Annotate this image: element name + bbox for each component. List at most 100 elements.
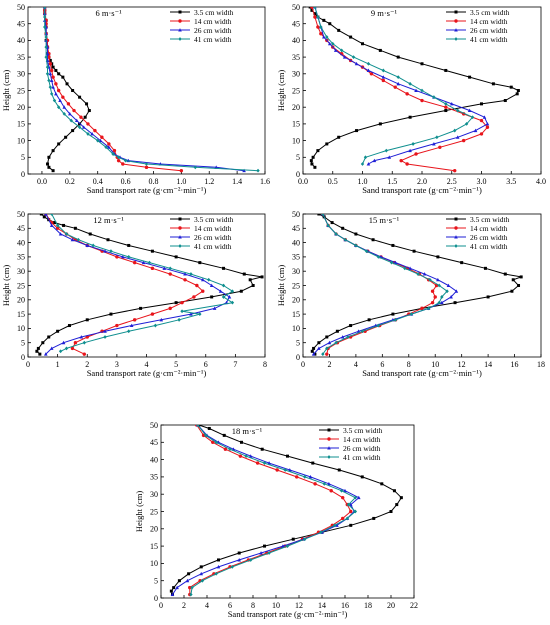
data-point (82, 352, 86, 356)
legend-label: 41 cm width (194, 242, 232, 251)
data-point (455, 135, 460, 139)
y-tick-label: 50 (17, 3, 25, 12)
data-point (64, 232, 69, 236)
data-point (509, 85, 513, 89)
y-tick-label: 50 (292, 210, 300, 219)
data-point (189, 592, 193, 597)
data-point (109, 312, 113, 316)
data-point (111, 152, 115, 156)
data-point (44, 35, 48, 39)
data-point (85, 318, 89, 322)
data-point (47, 335, 51, 339)
data-point (259, 551, 263, 555)
data-point (77, 125, 82, 130)
data-point (316, 15, 320, 19)
data-point (391, 312, 395, 316)
data-point (346, 502, 351, 507)
x-tick-label: 3.5 (506, 177, 516, 186)
data-point (453, 128, 457, 133)
data-point (216, 564, 221, 569)
x-tick-label: 2 (182, 601, 186, 610)
legend-label: 14 cm width (194, 224, 232, 233)
data-point (519, 275, 523, 279)
data-point (334, 340, 338, 345)
x-tick-label: 0.8 (148, 177, 158, 186)
y-tick-label: 25 (17, 86, 25, 95)
x-tick-label: 3 (115, 360, 119, 369)
data-point (70, 237, 75, 242)
data-point (372, 516, 376, 520)
data-point (177, 317, 181, 322)
data-point (141, 260, 146, 265)
data-point (428, 277, 432, 282)
data-point (369, 72, 374, 76)
data-point (381, 78, 386, 83)
y-tick-label: 10 (150, 559, 158, 568)
y-tick-label: 10 (17, 324, 25, 333)
x-tick-label: 3.0 (477, 177, 487, 186)
data-point (55, 223, 60, 228)
data-point (78, 95, 82, 99)
data-point (361, 42, 364, 46)
data-point (291, 537, 295, 541)
series-line (51, 214, 233, 352)
data-point (67, 324, 71, 328)
y-tick-label: 5 (296, 339, 300, 348)
legend-marker (454, 217, 458, 221)
data-point (408, 266, 412, 270)
x-tick-label: 4 (354, 360, 358, 369)
data-point (310, 162, 314, 166)
legend-label: 14 cm width (343, 435, 381, 444)
data-point (70, 346, 75, 351)
y-tick-label: 45 (17, 224, 25, 233)
data-point (445, 289, 449, 294)
data-point (183, 272, 187, 276)
y-tick-label: 20 (292, 103, 300, 112)
data-point (188, 585, 192, 590)
series-3 (170, 425, 361, 597)
data-point (454, 289, 459, 293)
data-point (319, 32, 323, 36)
data-point (227, 295, 232, 299)
data-point (180, 309, 184, 314)
x-tick-label: 12 (458, 360, 466, 369)
data-point (54, 91, 58, 96)
data-point (408, 115, 412, 119)
data-point (68, 111, 72, 116)
data-point (47, 155, 51, 159)
chart-panel-1: 0.0 0.2 0.4 0.6 0.8 1.0 1.2 1.4 1.6 0 5 10 15 20 25 30 3… (1, 3, 270, 195)
y-tick-label: 35 (150, 473, 158, 482)
y-tick-label: 50 (17, 210, 25, 219)
data-point (281, 544, 285, 548)
x-tick-label: 10 (431, 360, 439, 369)
data-point (192, 295, 196, 299)
data-point (49, 223, 54, 227)
legend-label: 14 cm width (470, 17, 508, 26)
data-point (356, 329, 361, 333)
data-point (172, 586, 176, 590)
data-point (76, 237, 81, 242)
y-tick-label: 10 (17, 136, 25, 145)
data-point (62, 111, 66, 116)
data-point (46, 162, 50, 166)
data-point (393, 260, 398, 265)
data-point (313, 165, 317, 169)
data-point (48, 58, 52, 62)
y-tick-label: 35 (17, 253, 25, 262)
y-tick-label: 10 (292, 324, 300, 333)
data-point (144, 165, 149, 170)
data-point (74, 118, 79, 123)
data-point (444, 109, 448, 113)
legend-label: 3.5 cm width (194, 215, 234, 224)
data-point (81, 125, 86, 129)
data-point (444, 68, 448, 72)
y-tick-label: 20 (17, 296, 25, 305)
data-point (244, 454, 248, 459)
data-point (363, 155, 368, 160)
legend-marker (454, 10, 458, 14)
x-tick-label: 0.6 (121, 177, 131, 186)
data-point (249, 558, 253, 562)
data-point (440, 300, 444, 305)
data-point (103, 329, 107, 333)
